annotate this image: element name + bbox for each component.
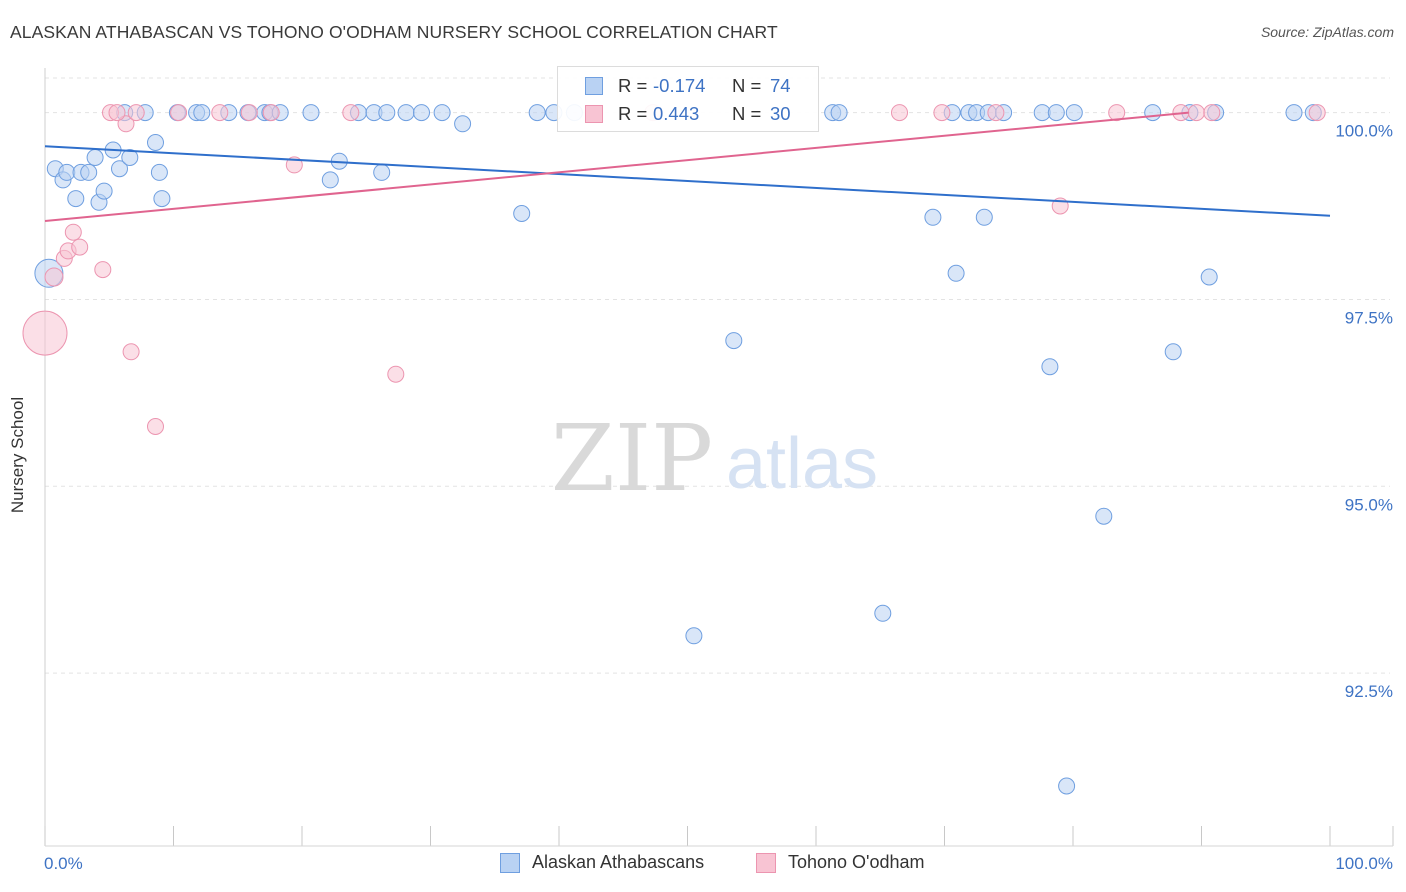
legend-n-label: N = [732,103,762,124]
y-tick-label: 100.0% [1335,122,1393,141]
blue-data-point [193,104,211,122]
watermark-zip: ZIP [551,405,713,512]
legend-r-value: 0.443 [653,103,700,124]
blue-data-point [397,104,415,122]
y-tick-label: 97.5% [1345,308,1393,327]
blue-data-point [58,163,76,181]
pink-data-point [127,104,145,122]
blue-data-point [80,163,98,181]
blue-data-point [1065,104,1083,122]
pink-data-point [933,104,951,122]
chart-title: ALASKAN ATHABASCAN VS TOHONO O'ODHAM NUR… [10,22,778,42]
blue-data-point [378,104,396,122]
blue-data-point [830,104,848,122]
blue-data-point [111,160,128,178]
pink-data-point [262,104,280,122]
pink-data-point [147,418,164,435]
blue-data-point [302,104,320,122]
pink-data-point [170,104,188,122]
axis-layer [44,68,1394,847]
blue-data-point [1200,268,1218,286]
pink-data-point [44,267,64,287]
pink-data-point [108,104,126,122]
blue-data-point [1285,104,1303,122]
blue-data-point [924,208,942,226]
blue-data-point [67,190,85,208]
blue-data-point [1144,104,1162,122]
blue-data-point [1164,343,1182,361]
blue-data-point [454,115,472,133]
blue-data-point [975,208,993,226]
pink-data-point [64,223,82,241]
blue-data-point [147,134,164,151]
watermark-atlas: atlas [726,424,878,504]
blue-data-point [528,104,546,122]
points-layer [22,104,1326,795]
blue-data-point [1058,777,1076,795]
pink-data-point [117,115,135,133]
blue-data-point [121,149,139,166]
pink-data-point [387,365,405,383]
pink-data-point [122,343,140,361]
source-note: Source: ZipAtlas.com [1260,24,1394,40]
x-tick-label-left: 0.0% [44,854,83,873]
pink-data-point [342,104,360,122]
blue-data-point [1033,104,1051,122]
blue-data-point [874,604,892,622]
blue-data-point [685,627,703,645]
blue-data-point [86,149,104,166]
pink-data-point [94,261,112,279]
legend-n-value: 74 [770,75,791,96]
blue-data-point [153,190,171,208]
blue-data-point [725,332,743,350]
blue-data-point [373,163,391,181]
legend-swatch-pink [585,105,603,123]
pink-data-point [1187,104,1205,122]
blue-data-point [513,205,531,222]
y-tick-label: 95.0% [1345,495,1393,514]
pink-data-point [240,104,258,122]
grid-layer [45,77,1390,674]
correlation-legend: R = -0.174 N = 74 R = 0.443 N = 30 [557,66,819,132]
blue-data-point [150,163,168,181]
trend-layer [44,111,1331,222]
blue-data-point [947,264,965,282]
blue-data-point [433,104,451,122]
tick-label-layer: 100.0% 97.5% 95.0% 92.5% 0.0% 100.0% [44,122,1393,873]
legend-n-value: 30 [770,103,791,124]
pink-data-point [1108,104,1126,122]
bottom-legend-label: Alaskan Athabascans [532,852,705,872]
pink-data-point [71,238,89,256]
blue-data-point [413,104,430,122]
pink-data-point [987,104,1005,122]
blue-data-point [1095,507,1113,525]
bottom-legend-swatch-blue [500,853,520,873]
legend-r-label: R = [618,75,648,96]
pink-data-point [1308,104,1326,122]
bottom-legend-swatch-pink [756,853,776,873]
x-tick-label-right: 100.0% [1335,854,1393,873]
pink-data-point [211,104,229,122]
legend-n-label: N = [732,75,762,96]
bottom-legend-label: Tohono O'odham [788,852,925,872]
legend-r-label: R = [618,103,648,124]
y-tick-label: 92.5% [1345,682,1393,701]
blue-data-point [95,182,113,200]
legend-r-value: -0.174 [653,75,706,96]
pink-data-point [891,104,908,122]
blue-data-point [1047,104,1065,122]
legend-swatch-blue [585,77,603,95]
blue-data-point [321,171,339,189]
blue-data-point [1041,358,1059,376]
pink-trend-line [44,111,1189,222]
pink-data-point [22,310,68,356]
watermark: ZIP atlas [551,405,878,512]
pink-data-point [1203,104,1221,122]
blue-trend-line [44,145,1331,217]
